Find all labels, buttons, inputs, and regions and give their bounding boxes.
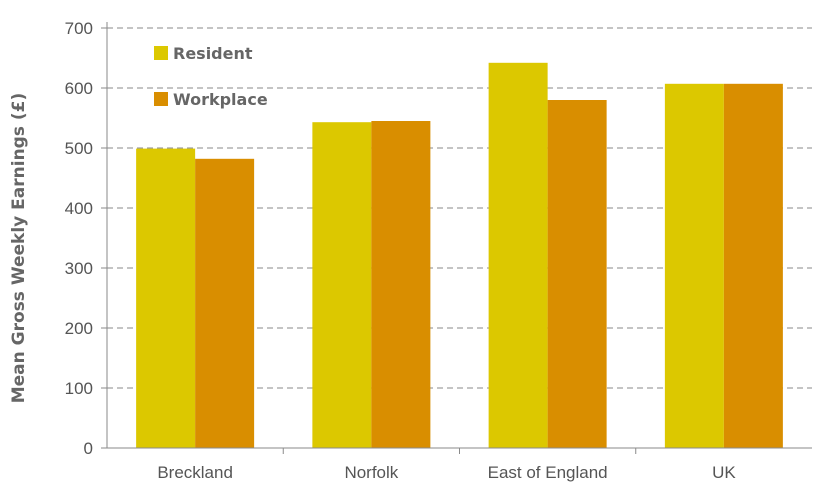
x-tick-label: UK (712, 463, 736, 482)
tick-labels: 0 100 200 300 400 500 600 700 Breckland Norfolk Ea… (65, 19, 737, 482)
legend: Resident Workplace (154, 44, 268, 109)
x-tick-label: Breckland (157, 463, 233, 482)
y-tick-label: 600 (65, 79, 93, 98)
bar-resident-breckland (136, 148, 196, 448)
x-tick-label: Norfolk (344, 463, 398, 482)
bar-resident-norfolk (312, 122, 372, 448)
bar-workplace-norfolk (371, 121, 431, 448)
y-tick-label: 200 (65, 319, 93, 338)
bar-resident-east-of-england (488, 62, 548, 449)
bar-workplace-breckland (195, 158, 255, 449)
bars (136, 62, 783, 449)
y-tick-label: 300 (65, 259, 93, 278)
x-tick-label: East of England (488, 463, 608, 482)
y-axis-label: Mean Gross Weekly Earnings (£) (9, 93, 29, 404)
legend-label-workplace: Workplace (173, 90, 268, 109)
bar-workplace-east-of-england (547, 100, 607, 448)
y-tick-label: 0 (84, 439, 93, 458)
legend-swatch-workplace (154, 92, 168, 106)
legend-swatch-resident (154, 46, 168, 60)
legend-label-resident: Resident (173, 44, 253, 63)
y-tick-label: 500 (65, 139, 93, 158)
bar-resident-uk (664, 83, 724, 449)
bar-workplace-uk (723, 83, 783, 449)
y-tick-label: 100 (65, 379, 93, 398)
y-tick-label: 400 (65, 199, 93, 218)
axes (101, 22, 812, 454)
gridlines (107, 27, 812, 389)
y-tick-label: 700 (65, 19, 93, 38)
